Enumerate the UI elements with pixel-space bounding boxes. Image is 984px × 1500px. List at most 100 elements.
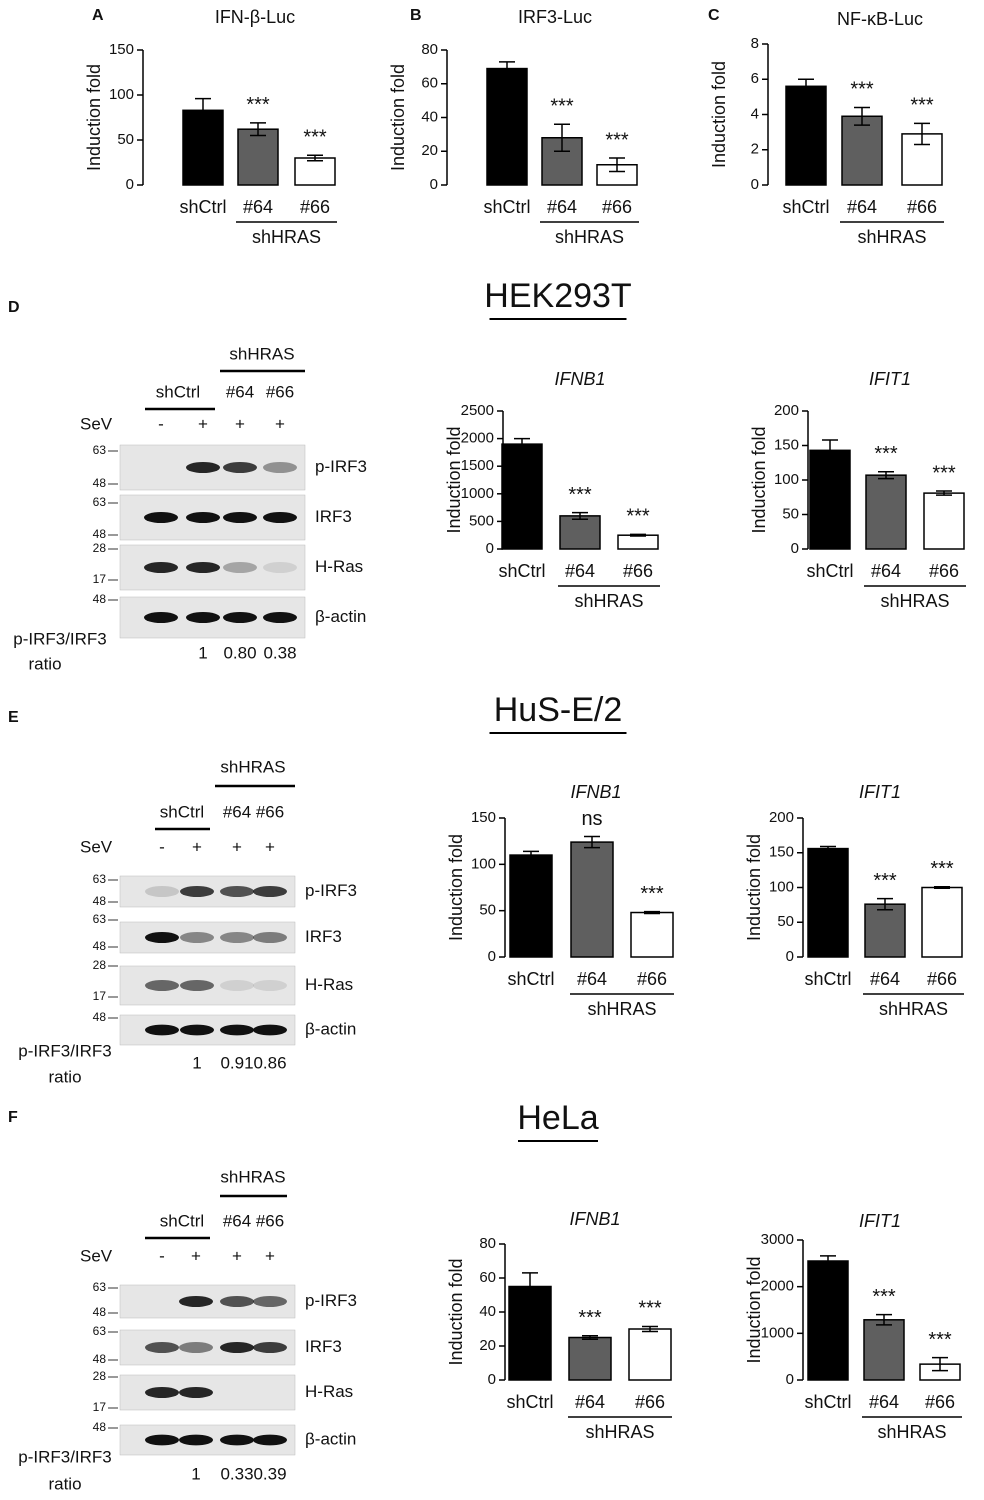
- significance-label: ***: [605, 129, 629, 151]
- category-label: #66: [927, 969, 957, 989]
- y-tick-label: 0: [488, 948, 496, 965]
- lane-label: #64: [223, 1211, 251, 1230]
- bar: [841, 115, 883, 186]
- size-marker: 48: [93, 1010, 107, 1024]
- band-label: β-actin: [305, 1429, 356, 1448]
- error-bar: [514, 437, 530, 451]
- bar: [628, 1328, 672, 1381]
- blot-band: [253, 1024, 287, 1036]
- ratio-label: p-IRF3/IRF3: [13, 629, 107, 648]
- y-tick-label: 40: [479, 1303, 496, 1320]
- size-marker: 48: [93, 1420, 107, 1434]
- significance-label: ***: [640, 883, 664, 905]
- category-label: shCtrl: [498, 561, 545, 581]
- lane-label: #66: [256, 1211, 284, 1230]
- chart-title: IFNB1: [554, 369, 605, 389]
- significance-label: ***: [568, 484, 592, 506]
- chart-title: NF-κB-Luc: [837, 9, 923, 29]
- ratio-label: p-IRF3/IRF3: [18, 1041, 112, 1060]
- band-label: β-actin: [305, 1019, 356, 1038]
- error-bar: [250, 122, 266, 137]
- blot-band: [144, 612, 178, 623]
- group-label: shHRAS: [587, 999, 656, 1019]
- y-tick-label: 2: [751, 141, 759, 158]
- size-marker: 28: [93, 1369, 107, 1383]
- y-axis-label: Induction fold: [388, 64, 408, 171]
- y-tick-label: 100: [769, 878, 794, 895]
- blot-band: [263, 562, 297, 573]
- band-label: p-IRF3: [305, 1291, 357, 1310]
- ratio-label: ratio: [28, 654, 61, 673]
- y-tick-label: 100: [109, 86, 134, 103]
- error-bar: [307, 154, 323, 162]
- treatment-sign: +: [192, 837, 202, 856]
- cell-line-title: HEK293T: [484, 277, 631, 315]
- blot-band: [144, 512, 178, 523]
- y-tick-label: 1000: [461, 485, 494, 502]
- blot-band: [223, 562, 257, 573]
- significance-label: ns: [581, 808, 602, 830]
- bar: [501, 443, 543, 550]
- y-tick-label: 4: [751, 105, 759, 122]
- significance-label: ***: [874, 443, 898, 465]
- blot-band: [179, 1387, 213, 1398]
- error-bar: [822, 439, 838, 462]
- size-marker: 63: [93, 912, 107, 926]
- blot-group-label: shHRAS: [229, 344, 294, 363]
- band-label: IRF3: [305, 1337, 342, 1356]
- error-bar: [876, 1313, 892, 1326]
- size-marker: 28: [93, 958, 107, 972]
- group-label: shHRAS: [880, 591, 949, 611]
- ratio-label: ratio: [48, 1067, 81, 1086]
- category-label: #66: [623, 561, 653, 581]
- blot-ctrl-label: shCtrl: [156, 382, 200, 401]
- chart-title: IFIT1: [859, 782, 901, 802]
- treatment-sign: +: [198, 414, 208, 433]
- size-marker: 48: [93, 894, 107, 908]
- y-axis-label: Induction fold: [446, 834, 466, 941]
- blot-group-label: shHRAS: [220, 757, 285, 776]
- bar: [807, 847, 849, 958]
- category-label: shCtrl: [806, 561, 853, 581]
- error-bar: [936, 490, 952, 496]
- y-tick-label: 150: [471, 809, 496, 826]
- ratio-value: 0.39: [253, 1464, 286, 1483]
- treatment-label: SeV: [80, 1246, 113, 1265]
- blot-band: [220, 932, 254, 943]
- y-tick-label: 0: [786, 948, 794, 965]
- y-tick-label: 100: [774, 471, 799, 488]
- error-bar: [798, 78, 814, 95]
- category-label: #64: [547, 197, 577, 217]
- lane-label: #64: [226, 382, 254, 401]
- category-label: #64: [871, 561, 901, 581]
- band-label: p-IRF3: [305, 881, 357, 900]
- ratio-value: 0.38: [263, 643, 296, 662]
- chart-title: IFNB1: [569, 1209, 620, 1229]
- size-marker: 28: [93, 541, 107, 555]
- y-tick-label: 100: [471, 855, 496, 872]
- error-bar: [820, 1255, 836, 1267]
- ratio-value: 0.86: [253, 1053, 286, 1072]
- blot-band: [180, 886, 214, 897]
- y-tick-label: 0: [751, 176, 759, 193]
- size-marker: 17: [93, 572, 107, 586]
- lane-label: #64: [223, 802, 251, 821]
- error-bar: [934, 886, 950, 889]
- blot-band: [223, 512, 257, 523]
- chart-title: IFN-β-Luc: [215, 7, 295, 27]
- ratio-value: 0.80: [223, 643, 256, 662]
- blot-band: [186, 462, 220, 473]
- bar: [630, 911, 674, 958]
- size-marker: 48: [93, 1305, 107, 1319]
- category-label: shCtrl: [804, 1392, 851, 1412]
- treatment-sign: +: [232, 1246, 242, 1265]
- category-label: #64: [870, 969, 900, 989]
- band-label: IRF3: [305, 927, 342, 946]
- blot-band: [179, 1296, 213, 1307]
- y-tick-label: 0: [430, 176, 438, 193]
- category-label: shCtrl: [483, 197, 530, 217]
- band-label: H-Ras: [305, 975, 353, 994]
- error-bar: [572, 511, 588, 520]
- y-tick-label: 20: [479, 1337, 496, 1354]
- blot-band: [253, 1296, 287, 1307]
